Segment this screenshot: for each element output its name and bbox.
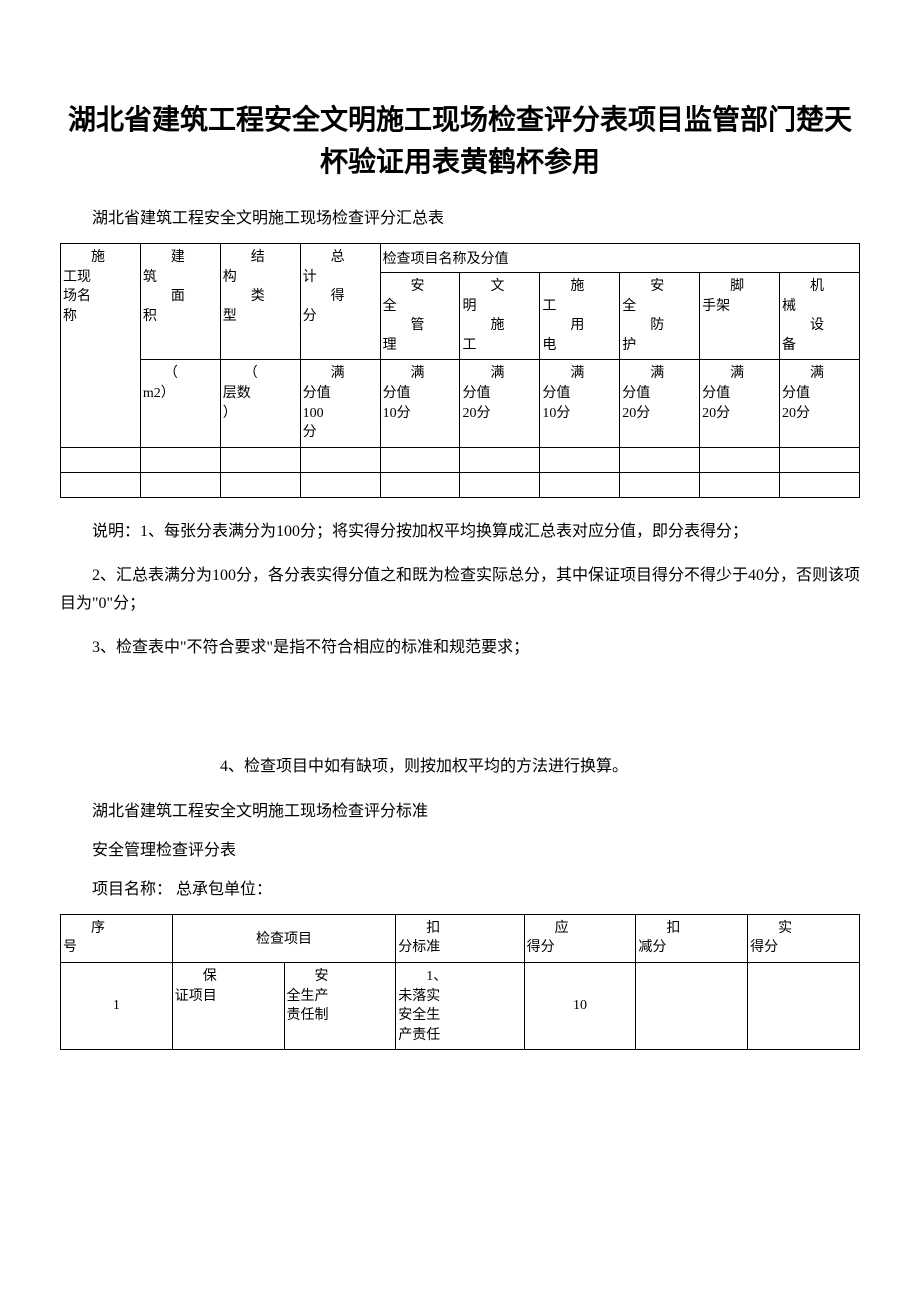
row1-item: 安全生产责任制 [284,962,396,1049]
note-3: 3、检查表中"不符合要求"是指不符合相应的标准和规范要求； [60,634,860,663]
table-row: 1 保证项目 安全生产责任制 1、未落实安全生产责任 10 [61,962,860,1049]
col-struct-type: 结构 类型 [220,244,300,360]
section2-sub: 安全管理检查评分表 [60,836,860,860]
row1-actual [748,962,860,1049]
full-20b: 满分值20分 [620,360,700,447]
col-deduct-score: 扣减分 [636,914,748,962]
full-20a: 满分值20分 [460,360,540,447]
col-check-item: 检查项目 [172,914,396,962]
summary-score-table: 施工现场名称 建筑 面积 结构 类型 总计 得分 检查项目名称及分值 安全 管理… [60,243,860,498]
unit-floors: （层数） [220,360,300,447]
full-100: 满分值100分 [300,360,380,447]
row1-should: 10 [524,962,636,1049]
full-20c: 满分值20分 [700,360,780,447]
row1-std: 1、未落实安全生产责任 [396,962,524,1049]
col-actual-score: 实得分 [748,914,860,962]
col-should-score: 应得分 [524,914,636,962]
full-10b: 满分值10分 [540,360,620,447]
col-civil-construct: 文明 施工 [460,273,540,360]
col-machinery: 机械 设备 [780,273,860,360]
unit-m2: （m2） [140,360,220,447]
col-scaffold: 脚手架 [700,273,780,360]
row1-seq: 1 [61,962,173,1049]
note-4: 4、检查项目中如有缺项，则按加权平均的方法进行换算。 [220,753,860,782]
summary-table-title: 湖北省建筑工程安全文明施工现场检查评分汇总表 [60,204,860,228]
row1-cat: 保证项目 [172,962,284,1049]
header-check-items: 检查项目名称及分值 [380,244,859,273]
col-deduct-std: 扣分标准 [396,914,524,962]
row1-deduct [636,962,748,1049]
note-2: 2、汇总表满分为100分，各分表实得分值之和既为检查实际总分，其中保证项目得分不… [60,562,860,620]
col-build-area: 建筑 面积 [140,244,220,360]
col-safe-protect: 安全 防护 [620,273,700,360]
empty-row-1 [61,447,860,472]
col-site-name: 施工现场名称 [61,244,141,448]
document-title: 湖北省建筑工程安全文明施工现场检查评分表项目监管部门楚天杯验证用表黄鹤杯参用 [60,100,860,184]
full-20d: 满分值20分 [780,360,860,447]
col-safe-manage: 安全 管理 [380,273,460,360]
section2-proj: 项目名称： 总承包单位： [60,875,860,899]
empty-row-2 [61,472,860,497]
col-total-score: 总计 得分 [300,244,380,360]
col-construct-elec: 施工 用电 [540,273,620,360]
col-seq: 序号 [61,914,173,962]
section2-title: 湖北省建筑工程安全文明施工现场检查评分标准 [60,797,860,821]
note-1: 说明：1、每张分表满分为100分；将实得分按加权平均换算成汇总表对应分值，即分表… [60,518,860,547]
safety-manage-table: 序号 检查项目 扣分标准 应得分 扣减分 实得分 1 保证项目 安全生产责任制 … [60,914,860,1051]
full-10a: 满分值10分 [380,360,460,447]
